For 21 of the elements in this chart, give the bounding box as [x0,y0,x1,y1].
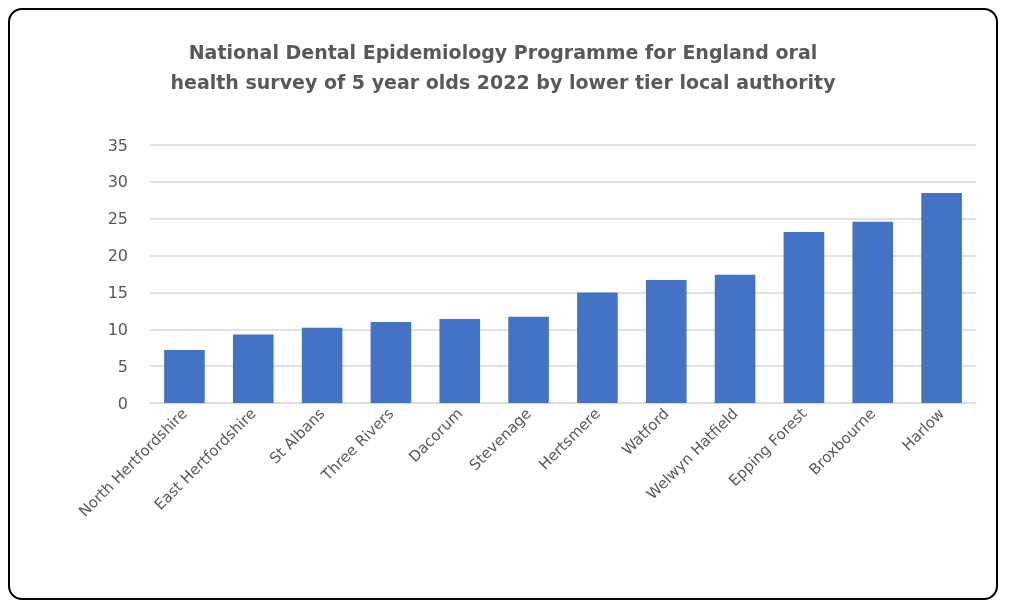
bar [645,279,687,403]
y-tick-label: 35 [107,135,128,155]
y-tick-label: 10 [107,319,128,339]
bar [852,221,894,403]
bar [232,334,274,403]
bar [577,292,618,403]
y-tick-label: 20 [107,246,128,266]
bar [783,231,825,403]
chart-title: National Dental Epidemiology Programme for England oral health survey of 5 year olds 2022 by lower tier local authority [170,41,837,93]
bar [164,349,205,403]
bar [370,321,412,403]
y-tick-label: 30 [107,172,128,192]
y-tick-label: 5 [117,356,128,376]
bar [439,318,481,403]
bar [921,192,962,403]
y-tick-label: 0 [117,393,128,413]
bar [714,274,756,403]
bar [508,316,549,403]
y-tick-label: 15 [107,282,128,302]
bar [301,327,343,403]
y-tick-label: 25 [107,209,128,229]
